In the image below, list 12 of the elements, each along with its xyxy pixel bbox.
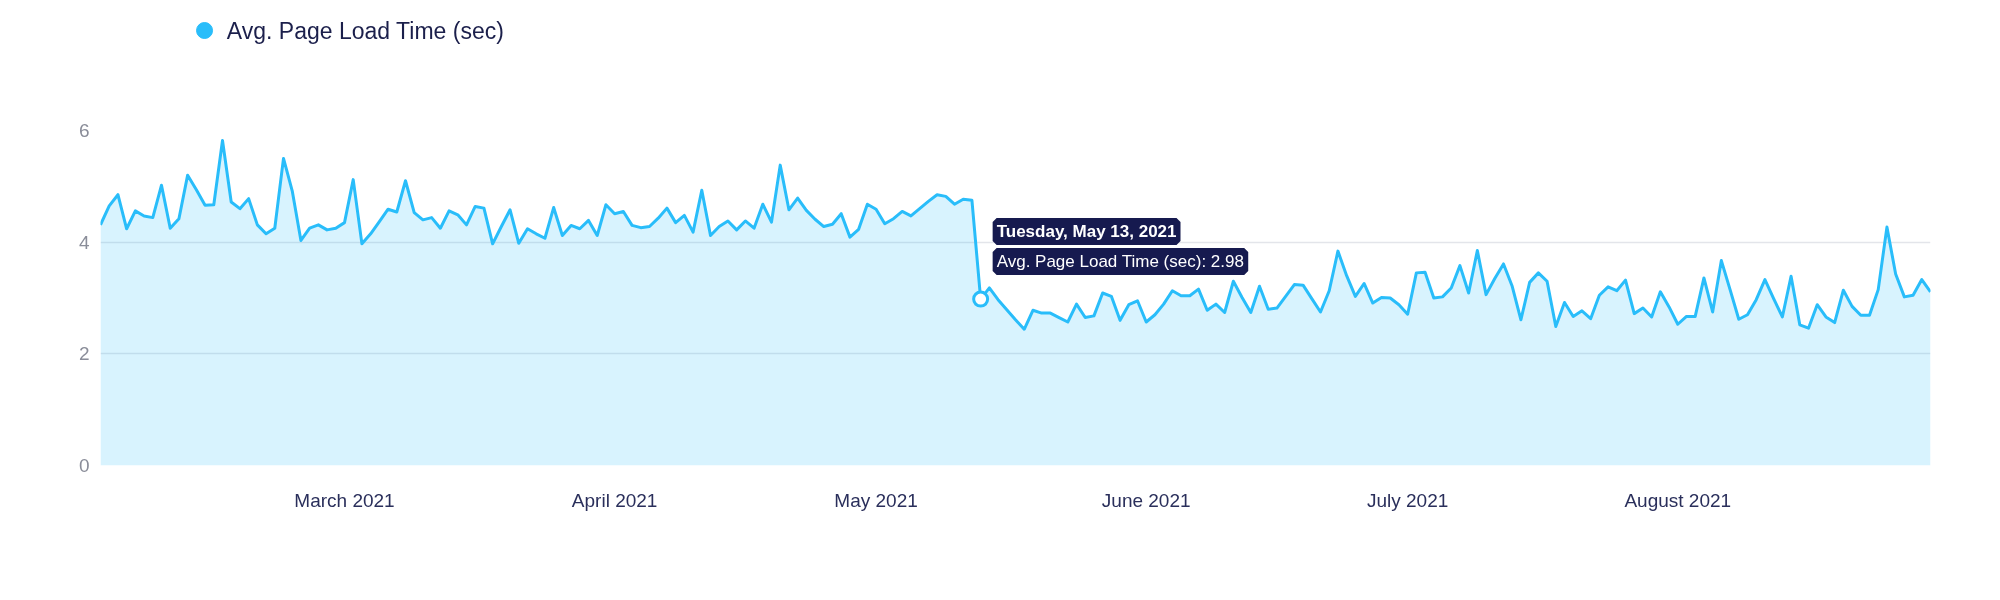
legend-label: Avg. Page Load Time (sec) [226, 17, 504, 44]
x-tick-label: August 2021 [1624, 489, 1732, 511]
x-tick-label: May 2021 [834, 489, 918, 511]
y-tick-label: 4 [78, 231, 90, 253]
annotation: Tuesday, May 13, 2021 Avg. Page Load Time (sec): 2.98 [996, 222, 1244, 272]
x-tick-label: March 2021 [294, 489, 395, 511]
x-tick-label: June 2021 [1101, 489, 1191, 511]
y-tick-label: 6 [78, 120, 90, 141]
y-tick-label: 2 [78, 343, 90, 365]
x-tick-label: July 2021 [1366, 489, 1449, 511]
x-tick-label: April 2021 [571, 489, 658, 511]
y-tick-label: 0 [78, 455, 90, 476]
